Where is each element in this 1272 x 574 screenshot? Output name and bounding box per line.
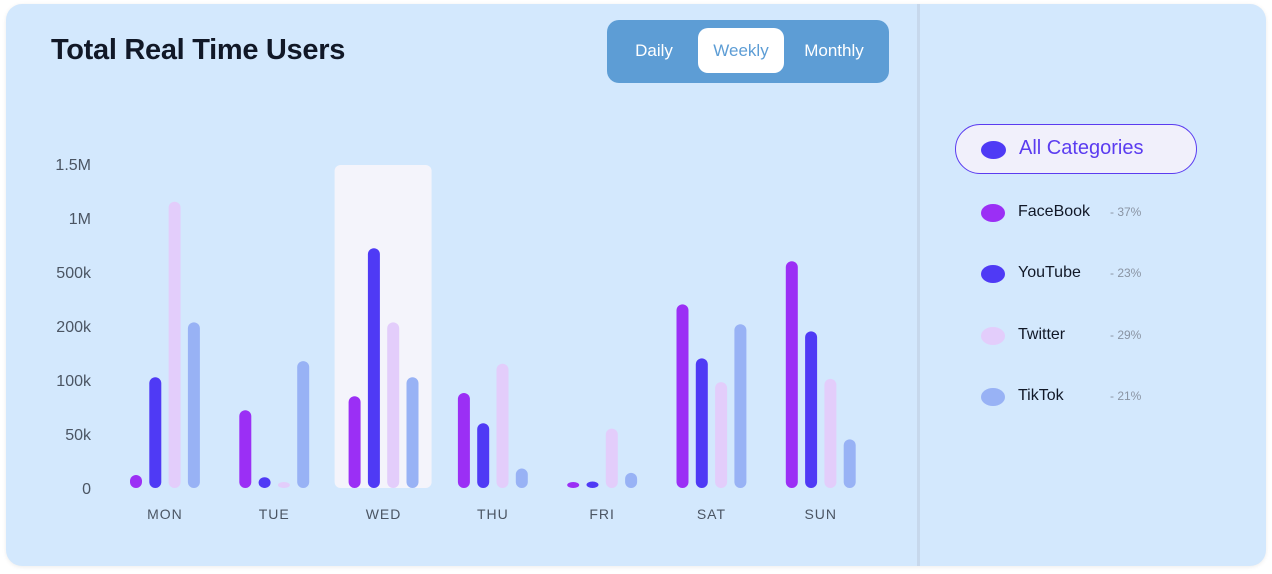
- x-tick-label: WED: [366, 506, 402, 522]
- bar: [130, 475, 142, 488]
- y-tick-label: 50k: [65, 427, 92, 444]
- x-tick-label: MON: [147, 506, 183, 522]
- legend-dot-tiktok: [981, 388, 1005, 406]
- x-tick-label: SUN: [804, 506, 837, 522]
- bar: [587, 482, 599, 488]
- y-tick-label: 500k: [56, 265, 92, 282]
- bar: [169, 202, 181, 488]
- bar: [387, 322, 399, 488]
- bar: [734, 324, 746, 488]
- bar: [696, 358, 708, 488]
- bar: [278, 482, 290, 488]
- legend-label-twitter: Twitter: [1018, 326, 1065, 344]
- legend-label-tiktok: TikTok: [1018, 387, 1064, 405]
- legend-pct-youtube: - 23%: [1110, 266, 1141, 280]
- legend-label-facebook: FaceBook: [1018, 203, 1090, 221]
- bar: [625, 473, 637, 488]
- legend-dot-youtube: [981, 265, 1005, 283]
- y-tick-label: 1.5M: [55, 157, 91, 174]
- bar: [824, 379, 836, 488]
- legend-dot-twitter: [981, 327, 1005, 345]
- legend-dot-facebook: [981, 204, 1005, 222]
- legend-pct-twitter: - 29%: [1110, 328, 1141, 342]
- bar: [606, 429, 618, 488]
- legend-item-twitter[interactable]: Twitter - 29%: [981, 324, 1201, 348]
- legend-item-facebook[interactable]: FaceBook - 37%: [981, 201, 1201, 225]
- all-categories-label: All Categories: [1019, 137, 1144, 160]
- bar: [715, 382, 727, 488]
- bar: [188, 322, 200, 488]
- bar: [477, 423, 489, 488]
- legend-label-youtube: YouTube: [1018, 264, 1081, 282]
- legend-pct-facebook: - 37%: [1110, 205, 1141, 219]
- x-tick-label: THU: [477, 506, 509, 522]
- bar: [458, 393, 470, 488]
- bar: [567, 482, 579, 488]
- bar: [497, 364, 509, 488]
- bar: [805, 331, 817, 488]
- legend-pct-tiktok: - 21%: [1110, 389, 1141, 403]
- all-categories-dot: [981, 141, 1006, 159]
- bar: [349, 396, 361, 488]
- bar: [297, 361, 309, 488]
- bar-chart: 0 50k 100k 200k 500k 1M 1.5M MON TUE WED THU FRI SAT…: [0, 0, 900, 574]
- bar: [259, 477, 271, 488]
- bar: [239, 410, 251, 488]
- x-tick-label: TUE: [259, 506, 290, 522]
- bar: [368, 248, 380, 488]
- legend-item-tiktok[interactable]: TikTok - 21%: [981, 385, 1201, 409]
- bar: [677, 304, 689, 488]
- legend-item-youtube[interactable]: YouTube - 23%: [981, 262, 1201, 286]
- bar: [844, 439, 856, 488]
- bar: [407, 377, 419, 488]
- y-tick-label: 1M: [69, 211, 91, 228]
- x-tick-label: FRI: [589, 506, 615, 522]
- panel-divider: [917, 4, 920, 566]
- y-tick-label: 100k: [56, 373, 92, 390]
- bar: [786, 261, 798, 488]
- all-categories-button[interactable]: All Categories: [955, 124, 1197, 174]
- y-tick-label: 0: [82, 481, 91, 498]
- y-tick-label: 200k: [56, 319, 92, 336]
- x-tick-label: SAT: [697, 506, 726, 522]
- bar: [516, 469, 528, 488]
- bar: [149, 377, 161, 488]
